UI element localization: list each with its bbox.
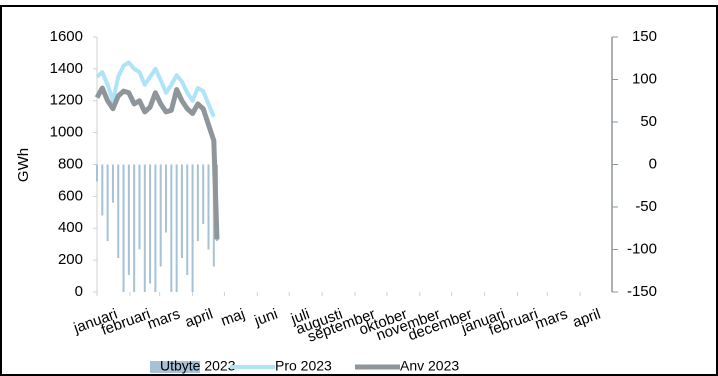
y2-tick-label: -50 xyxy=(635,198,657,215)
y2-tick-label: 0 xyxy=(649,155,657,172)
frame xyxy=(0,5,718,376)
bar xyxy=(127,164,130,275)
bar xyxy=(191,164,194,292)
bar xyxy=(106,164,109,241)
y-tick-label: 1000 xyxy=(50,124,83,141)
bar xyxy=(117,164,120,258)
bar xyxy=(165,164,168,233)
bar xyxy=(175,164,178,292)
bar xyxy=(149,164,152,284)
bar xyxy=(202,164,205,224)
y2-tick-label: -150 xyxy=(627,283,657,300)
bar xyxy=(138,164,141,250)
y-tick-label: 1200 xyxy=(50,92,83,109)
y-tick-label: 1600 xyxy=(50,28,83,45)
x-tick-label: mars xyxy=(145,306,182,333)
y-tick-label: 400 xyxy=(58,219,83,236)
y-tick-label: 800 xyxy=(58,155,83,172)
legend-item: Anv 2023 xyxy=(355,358,459,374)
bar xyxy=(122,164,125,292)
bar xyxy=(159,164,162,267)
y2-tick-label: 50 xyxy=(640,113,657,130)
bar xyxy=(207,164,210,250)
line xyxy=(94,85,220,240)
legend-label: Anv 2023 xyxy=(400,358,459,374)
bar xyxy=(96,164,98,182)
y-tick-label: 0 xyxy=(75,283,83,300)
x-tick-label: juli xyxy=(288,306,312,329)
y-axis-label: GWh xyxy=(15,148,32,182)
y2-tick-label: 100 xyxy=(632,70,657,87)
x-tick-label: mars xyxy=(533,306,570,333)
x-tick-label: juni xyxy=(251,306,280,330)
bar xyxy=(133,164,136,292)
bar xyxy=(170,164,173,292)
bar xyxy=(154,164,157,292)
y-tick-label: 1400 xyxy=(50,60,83,77)
legend-swatch xyxy=(150,361,200,373)
y2-tick-label: -100 xyxy=(627,240,657,257)
legend-label: Pro 2023 xyxy=(275,358,332,374)
y-tick-label: 200 xyxy=(58,251,83,268)
y-tick-label: 600 xyxy=(58,187,83,204)
legend-item: Pro 2023 xyxy=(230,358,332,374)
bar xyxy=(180,164,183,258)
bar xyxy=(111,164,114,203)
x-tick-label: maj xyxy=(219,306,248,330)
line xyxy=(95,60,216,118)
legend-label: Utbyte 2023 xyxy=(160,358,236,374)
bar xyxy=(143,164,146,292)
x-tick-label: april xyxy=(570,306,602,332)
y2-tick-label: 150 xyxy=(632,28,657,45)
x-tick-label: april xyxy=(183,306,215,332)
bar xyxy=(196,164,199,241)
bar xyxy=(186,164,189,275)
legend-item: Utbyte 2023 xyxy=(150,358,236,374)
bar xyxy=(101,164,104,216)
